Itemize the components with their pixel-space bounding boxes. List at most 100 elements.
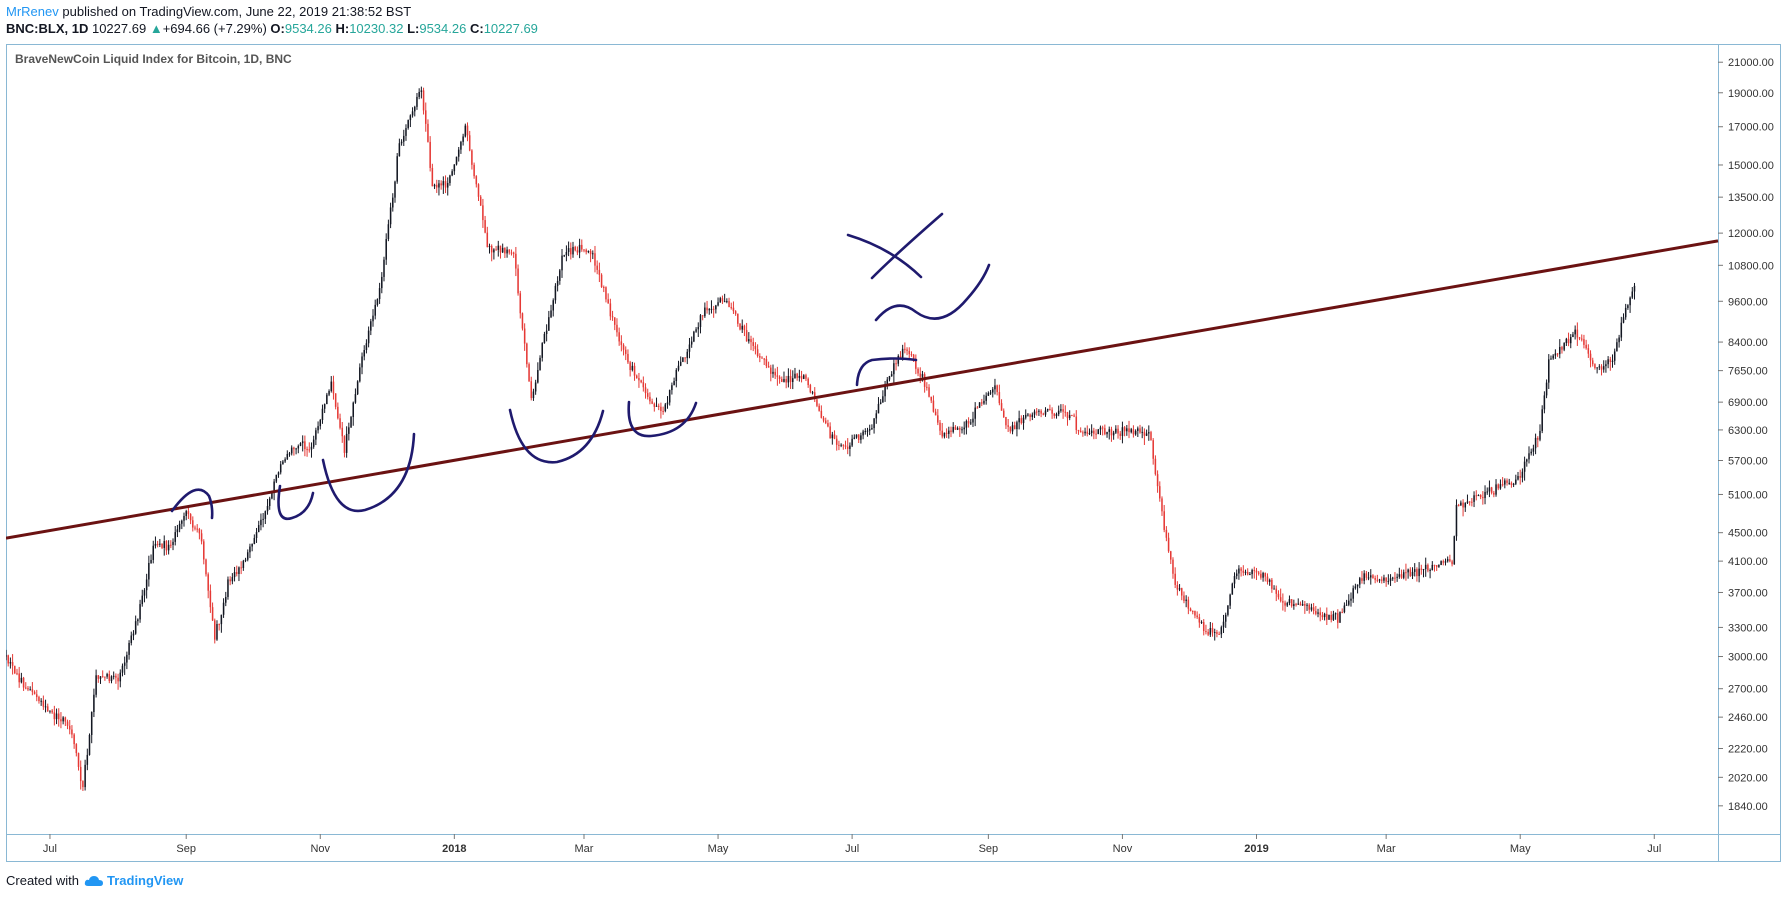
- time-tick-label: May: [1510, 843, 1531, 855]
- candle-body: [1213, 632, 1216, 634]
- candle-body: [1222, 621, 1225, 628]
- candle-body: [1051, 409, 1053, 414]
- candle-body: [589, 250, 592, 255]
- candle-body: [508, 249, 511, 253]
- candle-body: [809, 385, 812, 393]
- symbol-label: BNC:BLX, 1D: [6, 21, 89, 36]
- candle-body: [332, 381, 335, 394]
- candle-body: [422, 90, 425, 111]
- candle-body: [1024, 414, 1027, 418]
- candle-body: [552, 300, 554, 311]
- candle-body: [451, 171, 453, 176]
- candle-body: [121, 665, 124, 673]
- candle-body: [1216, 632, 1218, 634]
- candle-body: [824, 420, 827, 424]
- candle-body: [1244, 571, 1247, 573]
- high-label: H:: [335, 21, 350, 36]
- price-axis[interactable]: 21000.00 19000.00 17000.00 15000.00 13500.00…: [1718, 57, 1774, 813]
- candle-body: [99, 676, 102, 679]
- candle-body: [231, 577, 234, 582]
- candle-body: [64, 717, 67, 722]
- candle-body: [1565, 338, 1568, 344]
- ohlc-line: BNC:BLX, 1D 10227.69 ▲+694.66 (+7.29%) O…: [6, 21, 538, 36]
- candle-body: [715, 305, 717, 310]
- candle-body: [383, 259, 385, 277]
- candle-body: [534, 382, 537, 392]
- candle-body: [981, 402, 983, 404]
- candle-body: [1552, 355, 1554, 359]
- chart-area[interactable]: BraveNewCoin Liquid Index for Bitcoin, 1…: [6, 44, 1781, 862]
- candle-body: [203, 541, 205, 560]
- annotation-arc: [508, 408, 605, 464]
- candle-body: [794, 373, 796, 379]
- candle-body: [587, 250, 590, 253]
- candle-body: [537, 369, 539, 383]
- trendline-group[interactable]: [6, 239, 1719, 540]
- candle-body: [365, 343, 368, 351]
- candle-body: [1000, 403, 1003, 411]
- time-axis[interactable]: Jul Sep Nov 2018 Mar May Jul Sep Nov 2019 Mar May Ju…: [43, 834, 1661, 855]
- candle-body: [326, 394, 328, 405]
- candle-body: [844, 445, 847, 447]
- candle-body: [807, 378, 809, 386]
- candle-body: [290, 447, 293, 454]
- candle-body: [1497, 484, 1500, 489]
- candle-body: [1398, 574, 1401, 577]
- candle-body: [613, 317, 616, 325]
- candle-body: [370, 321, 372, 331]
- time-tick-label: Jul: [845, 843, 859, 855]
- candle-body: [978, 402, 981, 408]
- candle-body: [1207, 631, 1209, 635]
- candle-body: [996, 385, 998, 393]
- candle-body: [778, 376, 781, 380]
- candle-body: [548, 317, 550, 331]
- candle-body: [1022, 417, 1025, 424]
- candle-body: [352, 402, 355, 418]
- candle-body: [1548, 359, 1550, 383]
- candle-body: [1402, 572, 1405, 578]
- time-tick-label: Jul: [1647, 843, 1661, 855]
- candle-body: [60, 719, 62, 722]
- candle-body: [1508, 482, 1510, 484]
- candle-body: [1007, 425, 1009, 427]
- candle-body: [899, 355, 902, 358]
- candle-body: [1306, 604, 1308, 606]
- chart-svg[interactable]: BraveNewCoin Liquid Index for Bitcoin, 1…: [6, 44, 1781, 862]
- author-link[interactable]: MrRenev: [6, 4, 59, 19]
- candle-body: [372, 315, 374, 322]
- candle-body: [1312, 607, 1315, 612]
- candle-body: [1310, 607, 1313, 610]
- annotation-drawings: [170, 212, 991, 521]
- candle-body: [1372, 575, 1374, 579]
- candle-body: [40, 700, 42, 702]
- candle-body: [1033, 411, 1036, 415]
- candle-body: [22, 677, 25, 688]
- candle-body: [884, 385, 886, 397]
- candle-body: [499, 245, 502, 253]
- candle-body: [288, 453, 291, 455]
- publish-line: MrRenev published on TradingView.com, Ju…: [6, 4, 411, 19]
- candle-body: [1200, 622, 1203, 624]
- candle-body: [967, 421, 970, 424]
- candle-body: [1031, 414, 1034, 418]
- tradingview-logo[interactable]: TradingView: [84, 873, 183, 888]
- candle-body: [350, 417, 352, 428]
- close-label: C:: [469, 21, 484, 36]
- candle-body: [574, 246, 576, 251]
- candle-body: [875, 413, 878, 419]
- candle-body: [906, 349, 908, 351]
- candle-body: [693, 331, 695, 342]
- last-price: 10227.69: [91, 21, 147, 36]
- candle-body: [1242, 570, 1245, 573]
- candle-body: [209, 590, 212, 608]
- candle-body: [1238, 568, 1240, 574]
- candle-body: [1257, 572, 1260, 574]
- candle-body: [407, 120, 409, 129]
- candle-body: [1460, 502, 1462, 506]
- candle-body: [624, 349, 627, 354]
- candle-body: [1400, 574, 1403, 578]
- candle-body: [857, 434, 860, 440]
- price-tick-label: 17000.00: [1728, 122, 1774, 134]
- candle-body: [1189, 608, 1192, 612]
- candle-body: [482, 205, 484, 221]
